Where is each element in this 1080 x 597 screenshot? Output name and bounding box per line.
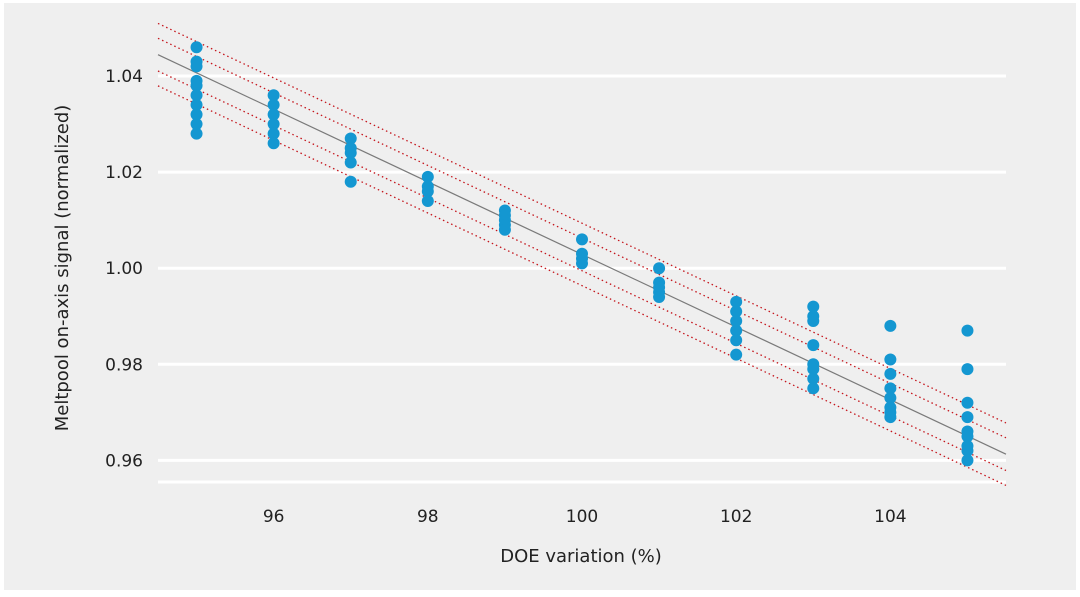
chart-background xyxy=(4,3,1076,590)
data-point xyxy=(807,363,820,376)
data-point xyxy=(807,339,820,352)
data-point xyxy=(421,194,434,207)
data-points xyxy=(190,41,974,467)
data-point xyxy=(730,295,743,308)
x-axis-ticks: 96 98 100 102 104 xyxy=(263,507,907,527)
data-point xyxy=(267,108,280,121)
data-point xyxy=(807,300,820,313)
data-point xyxy=(730,324,743,337)
data-point xyxy=(653,262,666,275)
data-point xyxy=(190,60,203,73)
data-point xyxy=(190,89,203,102)
data-point xyxy=(190,118,203,131)
data-point xyxy=(267,137,280,150)
data-point xyxy=(344,175,357,188)
x-axis-title: DOE variation (%) xyxy=(500,546,662,567)
data-point xyxy=(344,146,357,159)
data-point xyxy=(961,363,974,376)
y-tick-label: 0.98 xyxy=(105,355,143,375)
data-point xyxy=(267,127,280,140)
data-point xyxy=(421,185,434,198)
data-point xyxy=(884,319,897,332)
y-axis-ticks: 0.96 0.98 1.00 1.02 1.04 xyxy=(105,67,143,471)
data-point xyxy=(807,315,820,328)
data-point xyxy=(961,324,974,337)
data-point xyxy=(576,233,588,246)
data-point xyxy=(961,444,974,457)
data-point xyxy=(653,291,666,304)
data-point xyxy=(884,367,897,380)
data-point xyxy=(267,118,280,131)
data-point xyxy=(498,223,511,236)
y-tick-label: 1.02 xyxy=(105,163,143,183)
data-point xyxy=(961,411,974,424)
data-point xyxy=(807,382,820,395)
data-point xyxy=(267,89,280,102)
data-point xyxy=(190,98,203,111)
data-point xyxy=(884,411,897,424)
data-point xyxy=(884,382,897,395)
x-tick-label: 96 xyxy=(263,507,285,527)
data-point xyxy=(190,41,203,54)
y-tick-label: 0.96 xyxy=(105,451,143,471)
data-point xyxy=(344,156,357,169)
bound-line xyxy=(157,22,1007,424)
data-point xyxy=(961,430,974,443)
data-point xyxy=(267,98,280,111)
bound-line xyxy=(157,85,1007,486)
data-point xyxy=(421,170,434,183)
x-tick-label: 98 xyxy=(417,507,439,527)
y-tick-label: 1.04 xyxy=(105,67,143,87)
data-point xyxy=(884,391,897,404)
data-point xyxy=(884,353,897,366)
data-point xyxy=(344,132,357,145)
data-point xyxy=(730,305,743,318)
data-point xyxy=(730,315,743,328)
data-point xyxy=(961,396,974,409)
bound-line xyxy=(157,70,1007,472)
data-point xyxy=(576,257,588,270)
x-tick-label: 100 xyxy=(566,507,598,527)
x-tick-label: 104 xyxy=(874,507,906,527)
y-tick-label: 1.00 xyxy=(105,259,143,279)
y-axis-title: Meltpool on-axis signal (normalized) xyxy=(52,105,73,432)
data-point xyxy=(730,348,743,361)
data-point xyxy=(190,127,203,140)
x-tick-label: 102 xyxy=(720,507,752,527)
data-point xyxy=(961,454,974,467)
data-point xyxy=(190,79,203,92)
data-point xyxy=(807,372,820,385)
data-point xyxy=(730,334,743,347)
data-point xyxy=(190,108,203,121)
